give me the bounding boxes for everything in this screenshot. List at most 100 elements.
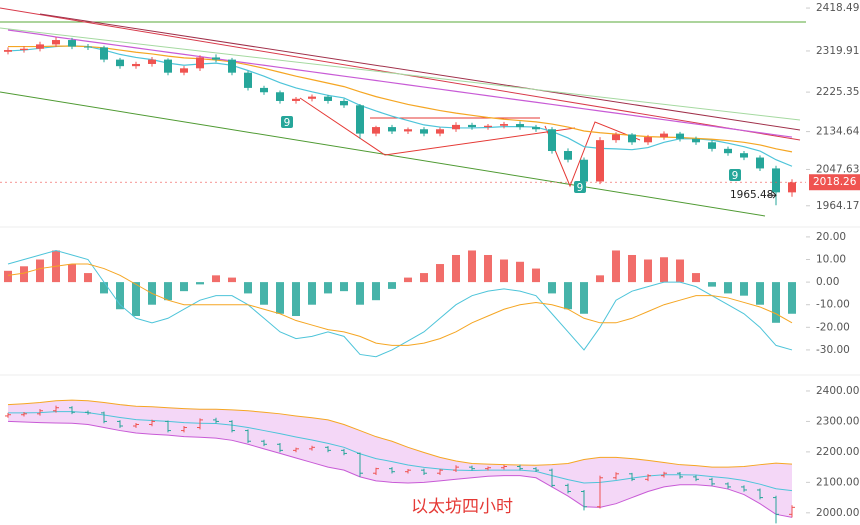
y-tick-label: 10.00	[816, 254, 846, 266]
candle-body	[708, 142, 716, 149]
histogram-bar	[260, 282, 268, 305]
y-tick-label: 2200.00	[816, 446, 859, 458]
candle-body	[788, 182, 796, 193]
indicator-line	[7, 29, 793, 138]
candle-body	[692, 138, 700, 143]
histogram-bar	[420, 273, 428, 283]
candle-body	[516, 124, 524, 128]
histogram-bar	[484, 254, 492, 283]
price-tag	[809, 174, 860, 191]
histogram-bar	[164, 282, 172, 301]
candle-body	[212, 57, 220, 60]
y-tick-label: 2100.00	[816, 476, 859, 488]
histogram-bar	[788, 282, 796, 314]
candle-body	[772, 168, 780, 193]
candle-body	[532, 127, 540, 130]
candle-body	[628, 134, 636, 143]
histogram-bar	[212, 275, 220, 283]
histogram-bar	[516, 261, 524, 283]
candle-body	[164, 59, 172, 73]
histogram-bar	[612, 250, 620, 283]
candle-body	[548, 129, 556, 152]
candle-body	[500, 124, 508, 126]
histogram-bar	[548, 282, 556, 294]
histogram-bar	[196, 282, 204, 285]
indicator-line	[7, 399, 793, 468]
histogram-bar	[292, 282, 300, 317]
candle-body	[52, 40, 60, 45]
trend-line	[0, 27, 801, 121]
histogram-bar	[644, 259, 652, 283]
candle-body	[36, 44, 44, 49]
candle-body	[436, 129, 444, 134]
candle-body	[292, 98, 300, 101]
candle-body	[244, 72, 252, 88]
y-tick-label: 2134.64	[816, 126, 860, 138]
histogram-bar	[100, 282, 108, 294]
td-marker-label: 9	[284, 117, 291, 129]
histogram-bar	[500, 259, 508, 283]
histogram-bar	[660, 257, 668, 283]
candle-body	[20, 48, 28, 51]
histogram-bar	[84, 273, 92, 283]
histogram-bar	[708, 282, 716, 287]
indicator-line	[7, 263, 793, 346]
td-marker-label: 9	[577, 182, 584, 194]
candle-body	[580, 159, 588, 182]
histogram-bar	[340, 282, 348, 292]
low-marker-label: 1965.48	[730, 189, 773, 201]
y-tick-label: 2225.35	[816, 86, 859, 98]
histogram-bar	[580, 282, 588, 314]
histogram-bar	[20, 266, 28, 283]
candle-body	[84, 46, 92, 48]
histogram-bar	[308, 282, 316, 305]
histogram-bar	[244, 282, 252, 294]
histogram-bar	[756, 282, 764, 305]
candle-body	[356, 105, 364, 134]
y-tick-label: 2400.00	[816, 385, 859, 397]
histogram-bar	[132, 282, 140, 317]
histogram-bar	[628, 254, 636, 283]
y-tick-label: -20.00	[816, 321, 850, 333]
histogram-bar	[772, 282, 780, 323]
price-tag-label: 2018.26	[813, 176, 857, 188]
histogram-bar	[180, 282, 188, 292]
candle-body	[452, 124, 460, 130]
indicator-line	[8, 45, 793, 153]
y-tick-label: -10.00	[816, 299, 850, 311]
td-marker	[281, 116, 293, 128]
histogram-bar	[116, 282, 124, 310]
histogram-bar	[596, 275, 604, 283]
y-tick-label: 0.00	[816, 276, 839, 288]
pattern-line	[544, 121, 641, 188]
histogram-bar	[692, 273, 700, 283]
candle-body	[324, 96, 332, 101]
caption: 以太坊四小时	[411, 497, 513, 517]
histogram-bar	[388, 282, 396, 289]
histogram-bar	[372, 282, 380, 301]
candle-body	[132, 63, 140, 67]
histogram-bar	[356, 282, 364, 305]
histogram-bar	[468, 250, 476, 283]
histogram-bar	[324, 282, 332, 294]
candle-body	[660, 133, 668, 138]
candle-body	[596, 140, 604, 182]
candle-body	[228, 59, 236, 73]
indicator-line	[7, 45, 793, 167]
candle-body	[740, 153, 748, 158]
candle-body	[100, 47, 108, 60]
y-tick-label: 2047.63	[816, 163, 859, 175]
candle-body	[260, 87, 268, 93]
indicator-line	[7, 420, 793, 518]
histogram-bar	[436, 264, 444, 283]
candle-body	[612, 134, 620, 141]
trend-line	[39, 13, 801, 131]
histogram-bar	[676, 259, 684, 283]
candle-body	[116, 59, 124, 67]
y-tick-label: 2418.49	[816, 2, 859, 14]
candle-body	[276, 92, 284, 101]
candle-body	[676, 133, 684, 139]
td-marker	[729, 169, 741, 181]
